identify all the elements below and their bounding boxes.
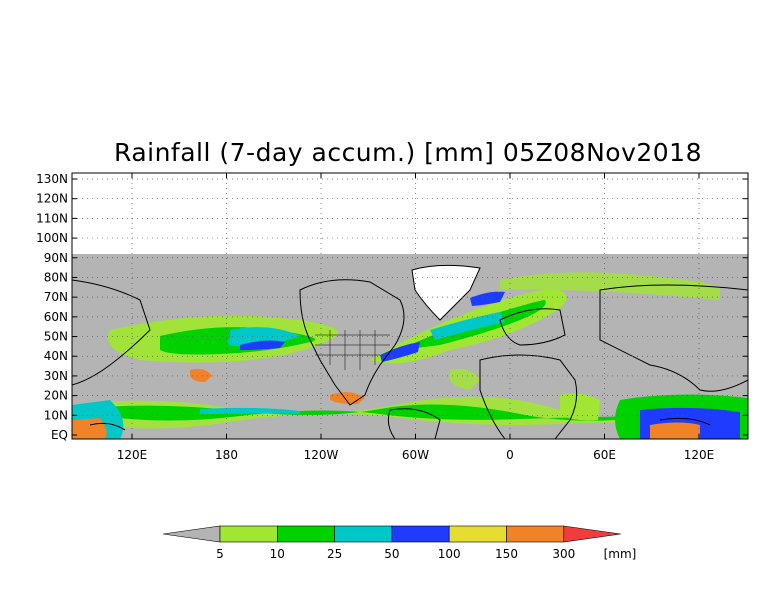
- legend-swatch: [334, 525, 393, 543]
- legend-label: 150: [495, 547, 518, 561]
- legend-label: 100: [438, 547, 461, 561]
- legend-swatch: [276, 525, 335, 543]
- lat-axis: 130N 120N 110N 100N 90N 80N 70N 60N 50N 40N 30N 20N…: [36, 172, 748, 442]
- legend-swatch: [448, 525, 507, 543]
- lat-label: 20N: [44, 389, 68, 403]
- legend-swatch: [506, 525, 565, 543]
- lon-label: 120E: [684, 448, 715, 462]
- lat-label: 50N: [44, 330, 68, 344]
- lon-label: 0: [506, 448, 514, 462]
- legend-label: 300: [552, 547, 575, 561]
- colorbar-legend: 5 10 25 50 100 150 300 [mm]: [162, 525, 637, 561]
- lon-label: 120W: [304, 448, 339, 462]
- legend-label: 50: [384, 547, 399, 561]
- lat-label: 30N: [44, 369, 68, 383]
- legend-swatch: [162, 525, 221, 543]
- lat-label: 80N: [44, 270, 68, 284]
- legend-unit: [mm]: [604, 547, 637, 561]
- lon-label: 180: [215, 448, 238, 462]
- legend-label: 10: [270, 547, 285, 561]
- lat-label: 100N: [36, 231, 68, 245]
- legend-swatch: [391, 525, 450, 543]
- legend-swatch: [219, 525, 278, 543]
- plot-frame: [71, 172, 749, 440]
- legend-label: 5: [216, 547, 224, 561]
- lat-label: 70N: [44, 290, 68, 304]
- lat-label: 10N: [44, 408, 68, 422]
- coastlines: [72, 264, 748, 439]
- lat-label: EQ: [51, 428, 68, 442]
- legend-label: 25: [327, 547, 342, 561]
- lat-label: 130N: [36, 172, 68, 186]
- legend-swatch: [563, 525, 621, 543]
- lat-label: 60N: [44, 310, 68, 324]
- lat-label: 120N: [36, 192, 68, 206]
- lon-label: 60E: [593, 448, 616, 462]
- lat-label: 40N: [44, 349, 68, 363]
- lat-label: 110N: [36, 211, 68, 225]
- precip-layer: [72, 272, 748, 439]
- lon-label: 60W: [402, 448, 429, 462]
- lat-label: 90N: [44, 251, 68, 265]
- lon-label: 120E: [117, 448, 148, 462]
- map-title: Rainfall (7-day accum.) [mm] 05Z08Nov201…: [114, 138, 702, 167]
- lon-axis: 120E 180 120W 60W 0 60E 120E: [117, 173, 715, 462]
